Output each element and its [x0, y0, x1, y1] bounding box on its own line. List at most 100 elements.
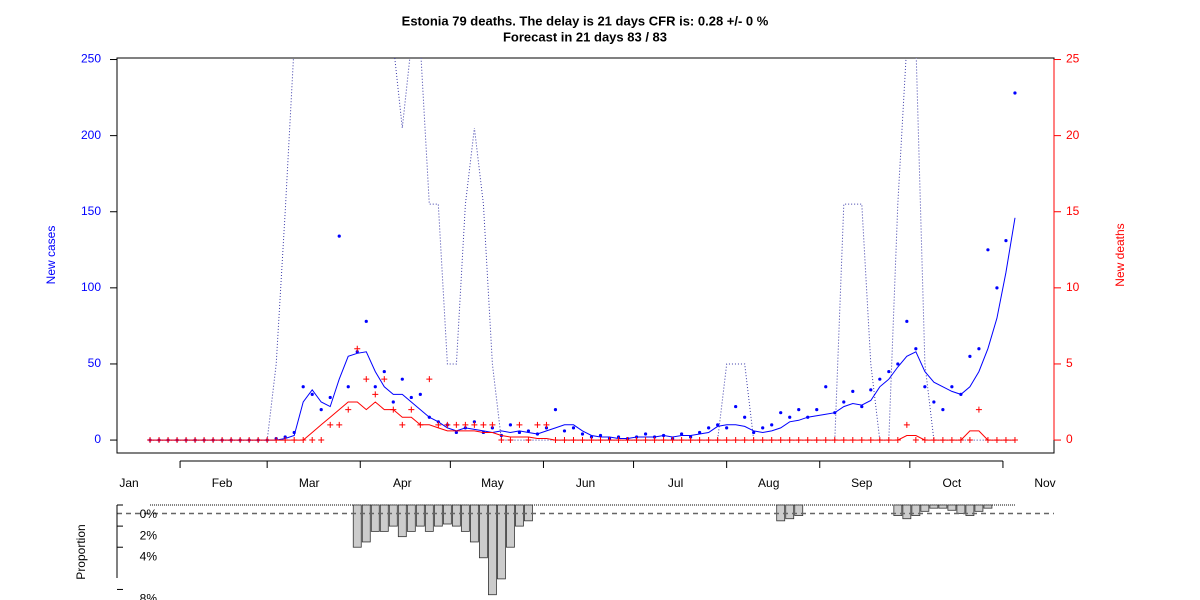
point [364, 319, 368, 323]
bar [415, 504, 425, 527]
bar [965, 504, 975, 516]
x-tick-label: Aug [758, 476, 779, 490]
cross [336, 421, 343, 428]
x-tick-label: Mar [299, 476, 320, 490]
point [887, 369, 891, 374]
point [472, 420, 476, 424]
bar [397, 504, 407, 538]
cross [372, 391, 379, 398]
y-tick-label: 0% [140, 507, 158, 521]
x-tick-label: Nov [1034, 476, 1055, 490]
cross [903, 421, 910, 428]
point [707, 426, 711, 430]
bar [478, 504, 488, 559]
point [770, 423, 774, 427]
bar [902, 504, 912, 520]
point [815, 408, 819, 412]
bar [920, 504, 930, 512]
x-tick-label: May [481, 476, 504, 490]
bar [893, 504, 903, 516]
cross [516, 421, 523, 428]
x-tick-label: Sep [851, 476, 873, 490]
y-tick-label: 2% [140, 528, 158, 542]
point [643, 432, 648, 436]
cross [534, 421, 541, 428]
point [725, 426, 729, 430]
y-tick-label: 50 [88, 356, 102, 370]
bar [956, 504, 966, 514]
bar [469, 504, 479, 543]
x-tick-label: Jun [576, 476, 595, 490]
point [932, 400, 936, 404]
bar [460, 504, 470, 532]
line [150, 217, 1016, 441]
point [346, 385, 350, 389]
bar [424, 504, 434, 532]
bar [352, 504, 362, 548]
cross [471, 421, 478, 428]
point [1013, 91, 1017, 95]
point [580, 432, 585, 436]
point [914, 347, 918, 351]
point [616, 435, 621, 439]
point [896, 362, 900, 366]
bar [361, 504, 371, 543]
x-tick-label: Jan [119, 476, 138, 490]
point [553, 408, 558, 412]
point [995, 286, 999, 290]
y-tick-label: 150 [81, 204, 101, 218]
cross [966, 437, 973, 444]
point [382, 369, 386, 374]
cross [912, 437, 919, 444]
y2-tick-label: 0 [1066, 432, 1073, 446]
point [589, 435, 594, 439]
point [454, 430, 458, 435]
bar [370, 504, 380, 532]
point [950, 385, 954, 389]
point [544, 426, 549, 430]
bar [451, 504, 461, 527]
point [508, 423, 513, 427]
point [716, 423, 720, 427]
bar [911, 504, 921, 516]
point [337, 234, 341, 238]
cross [318, 437, 325, 444]
y2-axis-label: New deaths [1113, 223, 1127, 286]
proportion-axis-label: Proportion [74, 524, 88, 579]
cross [309, 437, 316, 444]
chart-subtitle: Forecast in 21 days 83 / 83 [503, 29, 667, 44]
point [977, 347, 981, 351]
point [328, 395, 332, 400]
point [923, 385, 927, 389]
y-tick-label: 8% [140, 592, 158, 600]
point [400, 377, 404, 381]
bar [938, 504, 948, 509]
bar [442, 504, 452, 525]
bar [406, 504, 416, 532]
point [968, 354, 972, 358]
point [905, 319, 909, 323]
point [842, 400, 846, 404]
cross [408, 406, 415, 413]
y-tick-label: 0 [94, 432, 101, 446]
bar [497, 504, 506, 580]
cross [327, 421, 334, 428]
cross [354, 345, 361, 352]
y2-tick-label: 25 [1066, 52, 1080, 66]
y-tick-label: 100 [81, 280, 101, 294]
cross [399, 421, 406, 428]
point [373, 385, 377, 389]
y2-tick-label: 5 [1066, 356, 1073, 370]
point [562, 429, 567, 433]
cross [975, 406, 982, 413]
point [779, 411, 783, 415]
bar [379, 504, 389, 532]
point [743, 415, 747, 419]
cross [435, 421, 442, 428]
cross [426, 376, 433, 383]
point [986, 248, 990, 252]
y-tick-label: 250 [81, 52, 101, 66]
point [761, 426, 765, 430]
